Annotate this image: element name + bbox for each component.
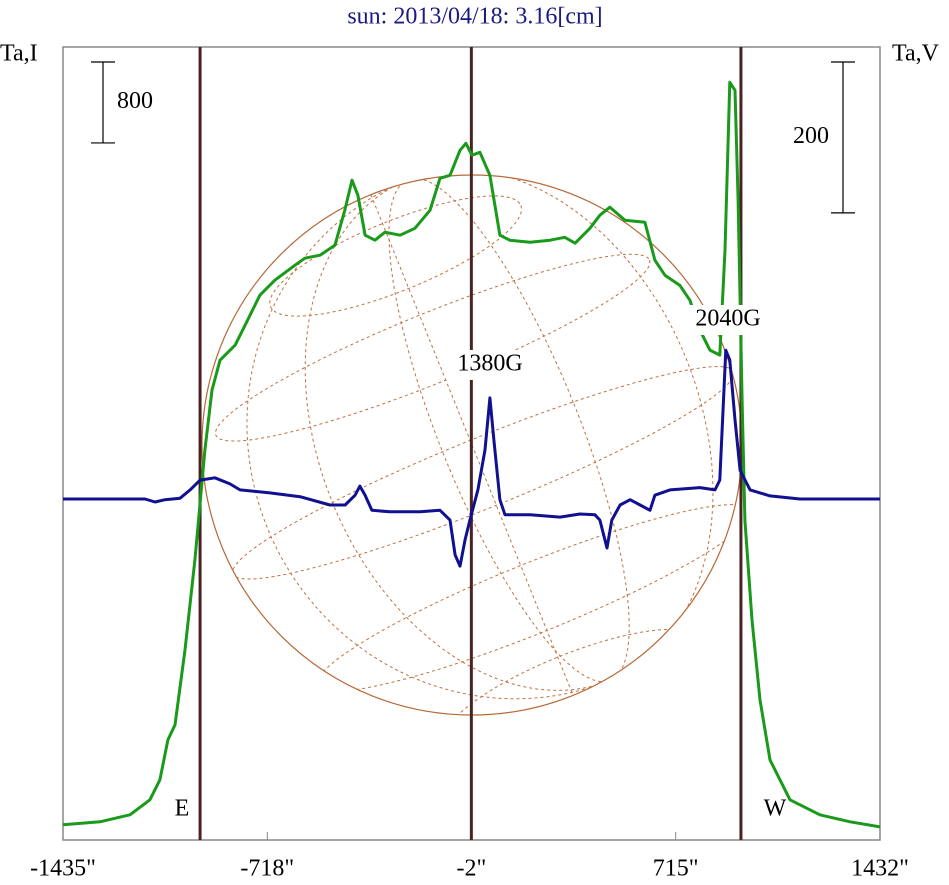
series-line xyxy=(63,348,880,568)
annotation: 2040G xyxy=(695,306,760,332)
scale-bar-label: 800 xyxy=(117,88,153,114)
series-line xyxy=(62,80,881,829)
limb-label: W xyxy=(764,796,787,822)
x-tick-label: 715" xyxy=(653,856,699,882)
parallel xyxy=(269,195,522,317)
y2-axis-label: Ta,V xyxy=(892,41,940,67)
x-tick-label: -2" xyxy=(456,856,486,882)
scale-bar-label: 200 xyxy=(793,123,829,149)
meridian xyxy=(388,177,630,683)
annotation-bg xyxy=(684,305,772,335)
chart-title: sun: 2013/04/18: 3.16[cm] xyxy=(347,4,602,30)
annotation-bg xyxy=(446,350,534,380)
x-tick-label: 1432" xyxy=(851,856,909,882)
y-axis-label: Ta,I xyxy=(0,41,38,67)
meridian xyxy=(304,169,714,691)
x-tick-label: -718" xyxy=(240,856,294,882)
x-tick-label: -1435" xyxy=(30,856,96,882)
meridian xyxy=(246,160,772,700)
parallel xyxy=(214,253,651,442)
annotation: 1380G xyxy=(457,351,522,377)
limb-label: E xyxy=(175,796,190,822)
